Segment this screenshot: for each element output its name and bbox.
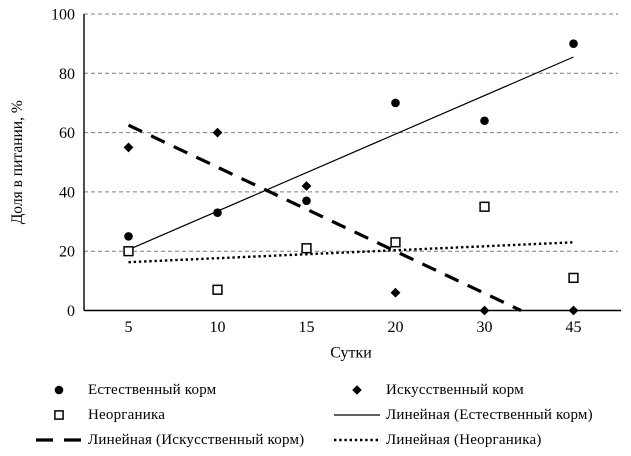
- point-natural-food: [124, 232, 133, 241]
- open-square-icon: [36, 408, 82, 422]
- legend-label-inorganic: Неорганика: [88, 406, 166, 423]
- x-tick-label: 20: [388, 319, 404, 336]
- x-tick-label: 15: [299, 319, 315, 336]
- y-axis-title: Доля в питании, %: [9, 100, 26, 224]
- legend-label-trend-natural-food: Линейная (Естественный корм): [386, 406, 593, 423]
- legend-label-natural-food: Естественный корм: [88, 381, 217, 398]
- point-inorganic: [123, 246, 134, 257]
- y-tick-label: 80: [59, 66, 75, 83]
- legend-label-artificial-food: Искусственный корм: [386, 381, 524, 398]
- filled-diamond-icon: [334, 383, 380, 397]
- x-tick-label: 5: [125, 319, 133, 336]
- scatter-chart: 0 20 40 60 80 100 5 10 15 20 30 45 Сутки Доля в питан…: [9, 7, 621, 362]
- legend-item-trend-artificial-food: Линейная (Искусственный корм): [36, 429, 334, 451]
- point-natural-food: [213, 208, 222, 217]
- x-tick-label: 10: [210, 319, 226, 336]
- point-natural-food: [391, 98, 400, 108]
- legend-label-trend-artificial-food: Линейная (Искусственный корм): [88, 431, 305, 448]
- trendline-trend-inorganic: [128, 241, 574, 264]
- chart-legend: Естественный корм Искусственный корм Неорг…: [36, 379, 628, 451]
- legend-item-inorganic: Неорганика: [36, 404, 334, 426]
- legend-item-artificial-food: Искусственный корм: [334, 379, 628, 401]
- x-tick-label: 45: [566, 319, 582, 336]
- legend-item-natural-food: Естественный корм: [36, 379, 334, 401]
- trendline-trend-artificial-food: [127, 123, 522, 312]
- dashed-line-icon: [36, 433, 82, 447]
- point-inorganic: [568, 272, 579, 284]
- solid-line-icon: [334, 408, 380, 422]
- dotted-line-icon: [334, 433, 380, 447]
- x-axis-title: Сутки: [330, 345, 372, 362]
- filled-circle-icon: [36, 383, 82, 397]
- legend-label-trend-inorganic: Линейная (Неорганика): [386, 431, 542, 448]
- point-artificial-food: [568, 305, 579, 316]
- legend-item-trend-inorganic: Линейная (Неорганика): [334, 429, 628, 451]
- y-tick-label: 40: [59, 184, 75, 201]
- point-natural-food: [480, 116, 489, 126]
- point-artificial-food: [479, 305, 490, 316]
- y-tick-label: 100: [51, 7, 75, 24]
- y-tick-label: 20: [59, 244, 75, 261]
- x-tick-label: 30: [477, 319, 493, 336]
- point-artificial-food: [123, 142, 134, 153]
- point-inorganic: [479, 201, 490, 212]
- y-tick-label: 60: [59, 125, 75, 142]
- point-inorganic: [212, 284, 223, 295]
- point-artificial-food: [390, 287, 401, 298]
- point-natural-food: [302, 196, 311, 206]
- point-artificial-food: [212, 127, 223, 138]
- point-inorganic: [390, 237, 401, 248]
- point-artificial-food: [301, 181, 312, 191]
- point-inorganic: [301, 243, 312, 254]
- y-tick-label: 0: [67, 303, 75, 320]
- legend-item-trend-natural-food: Линейная (Естественный корм): [334, 404, 628, 426]
- trendline-trend-natural-food: [128, 56, 574, 251]
- point-natural-food: [569, 39, 578, 48]
